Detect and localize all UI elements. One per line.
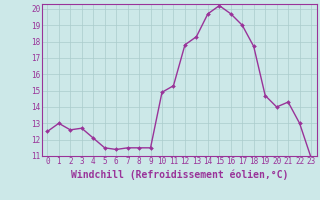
X-axis label: Windchill (Refroidissement éolien,°C): Windchill (Refroidissement éolien,°C) xyxy=(70,169,288,180)
